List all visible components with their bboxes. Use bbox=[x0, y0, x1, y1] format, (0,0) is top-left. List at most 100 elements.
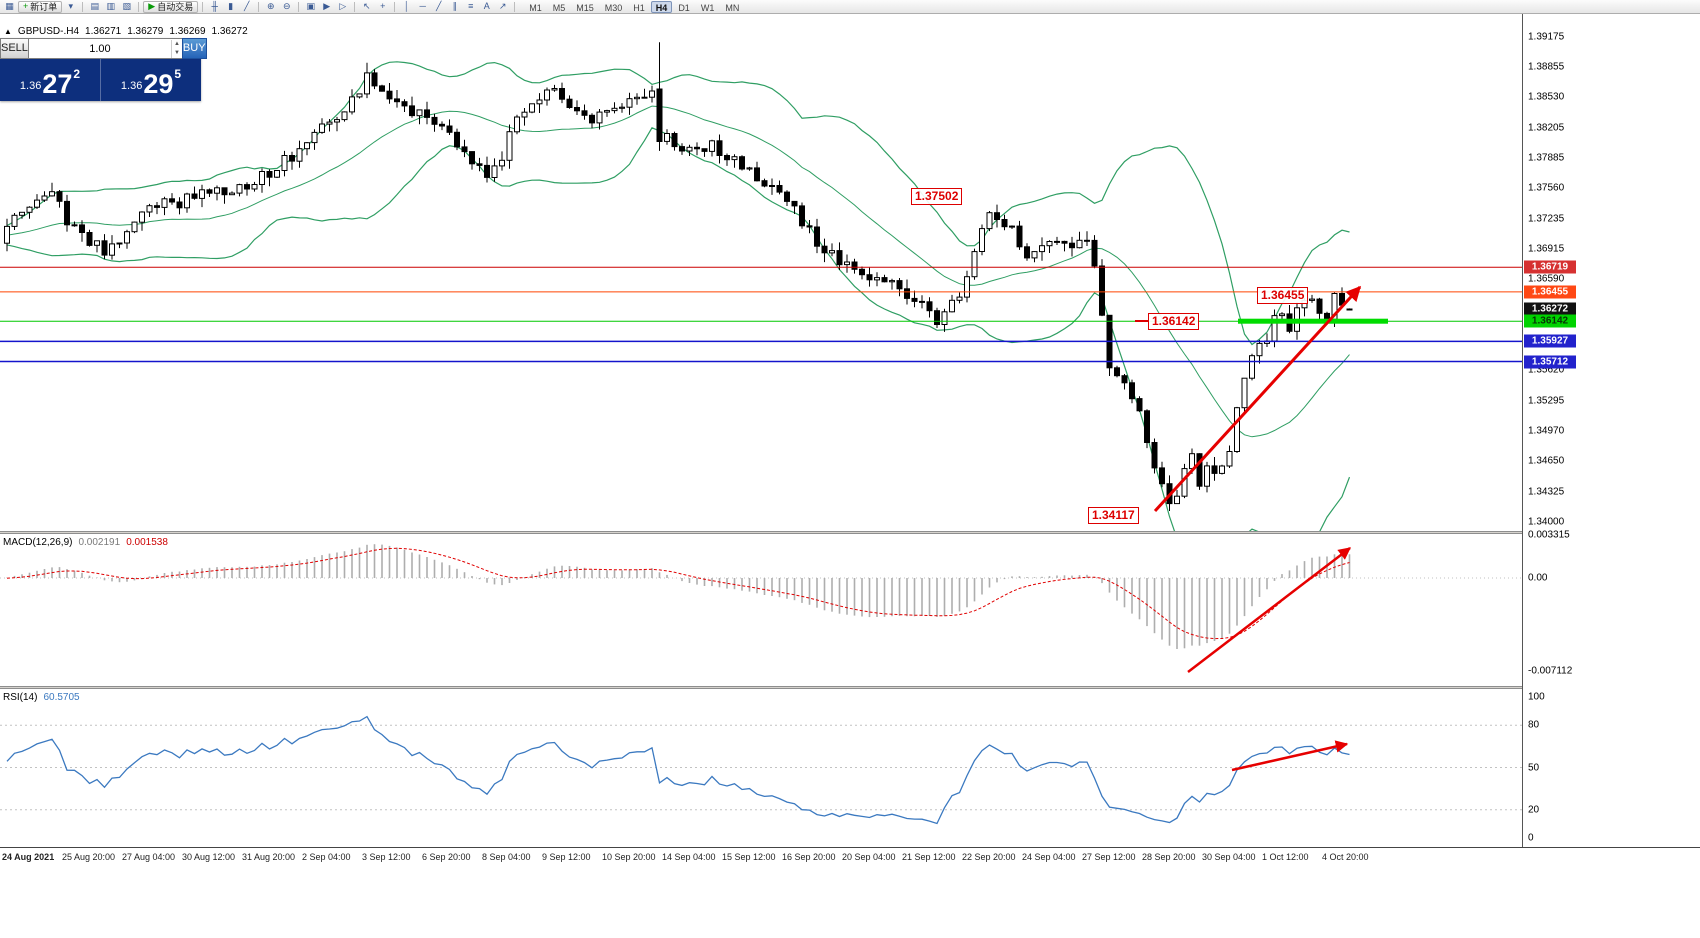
market-watch-icon-glyph: ▤ bbox=[90, 1, 100, 11]
volume-step-up-icon[interactable]: ▲ bbox=[173, 40, 180, 47]
panel-separator[interactable] bbox=[0, 531, 1700, 534]
candlestick-type-icon[interactable]: ▮ bbox=[223, 1, 238, 13]
time-axis-label: 2 Sep 04:00 bbox=[302, 852, 351, 862]
data-window-icon[interactable]: ▥ bbox=[103, 1, 118, 13]
tile-windows-icon[interactable]: ▣ bbox=[303, 1, 318, 13]
sell-price-display[interactable]: 1.36 27 2 bbox=[0, 59, 101, 101]
sell-price-pip: 2 bbox=[73, 67, 81, 81]
macd-scale-label: 0.003315 bbox=[1528, 529, 1570, 541]
rsi-panel[interactable]: RSI(14) 60.5705 bbox=[0, 689, 1523, 847]
data-window-icon-glyph: ▥ bbox=[106, 1, 116, 11]
macd-chart[interactable] bbox=[0, 534, 1523, 686]
horizontal-line-icon[interactable]: ─ bbox=[415, 1, 430, 13]
price-callout[interactable]: 1.36455 bbox=[1257, 287, 1309, 304]
trade-price-display: 1.36 27 2 1.36 29 5 bbox=[0, 59, 201, 101]
rsi-scale-label: 50 bbox=[1528, 762, 1540, 773]
time-axis-label: 31 Aug 20:00 bbox=[242, 852, 296, 862]
timeframe-d1[interactable]: D1 bbox=[678, 2, 690, 13]
macd-panel[interactable]: MACD(12,26,9) 0.002191 0.001538 bbox=[0, 534, 1523, 686]
price-callout[interactable]: 1.36142 bbox=[1148, 313, 1200, 330]
volume-stepper[interactable]: ▲ ▼ bbox=[170, 39, 182, 58]
rsi-scale-label: 80 bbox=[1528, 719, 1540, 731]
time-axis-label: 24 Aug 2021 bbox=[2, 852, 55, 862]
line-chart-type-icon-glyph: ╱ bbox=[244, 1, 250, 11]
buy-button[interactable]: BUY bbox=[181, 38, 207, 59]
chart-shift-icon[interactable]: ▷ bbox=[335, 1, 350, 13]
text-label-icon[interactable]: A bbox=[479, 1, 494, 13]
macd-scale-label: -0.007112 bbox=[1528, 665, 1573, 676]
timeframe-h1[interactable]: H1 bbox=[633, 2, 645, 13]
symbol-period-label: GBPUSD-.H4 bbox=[17, 26, 80, 37]
bar-chart-type-icon[interactable]: ╫ bbox=[207, 1, 222, 13]
sell-button[interactable]: SELL bbox=[0, 38, 29, 59]
timeframe-h4[interactable]: H4 bbox=[650, 0, 673, 13]
timeframe-m1[interactable]: M1 bbox=[529, 2, 542, 13]
timeframe-m15[interactable]: M15 bbox=[576, 2, 594, 13]
price-callout[interactable]: 1.37502 bbox=[911, 188, 963, 205]
price-callout[interactable]: 1.34117 bbox=[1088, 507, 1139, 524]
price-level-tag: 1.36455 bbox=[1524, 285, 1576, 299]
volume-step-down-icon[interactable]: ▼ bbox=[173, 49, 180, 56]
timeframe-mn[interactable]: MN bbox=[725, 2, 740, 13]
rsi-scale-label: 20 bbox=[1528, 804, 1540, 816]
volume-input[interactable] bbox=[28, 39, 171, 58]
buy-price-display[interactable]: 1.36 29 5 bbox=[101, 59, 201, 101]
toolbar-separator bbox=[514, 1, 516, 12]
time-axis-label: 9 Sep 12:00 bbox=[542, 852, 591, 862]
toolbar-separator bbox=[138, 1, 140, 12]
trend-arrow[interactable] bbox=[1153, 285, 1362, 513]
tile-windows-icon-glyph: ▣ bbox=[306, 1, 315, 11]
macd-value-main: 0.002191 bbox=[78, 537, 121, 548]
timeframe-m30[interactable]: M30 bbox=[604, 2, 623, 13]
crosshair-icon-glyph: + bbox=[380, 1, 386, 11]
vertical-line-icon[interactable]: │ bbox=[399, 1, 414, 13]
trend-arrow[interactable] bbox=[1231, 740, 1349, 772]
chart-panel[interactable]: ▲ GBPUSD-.H4 1.36271 1.36279 1.36269 1.3… bbox=[0, 14, 1523, 531]
price-scale-label: 1.35295 bbox=[1528, 395, 1565, 407]
time-axis-label: 6 Sep 20:00 bbox=[422, 852, 471, 862]
equidistant-channel-icon[interactable]: ∥ bbox=[447, 1, 462, 13]
time-axis-label: 27 Aug 04:00 bbox=[122, 852, 176, 862]
buy-price-pip: 5 bbox=[174, 67, 182, 81]
rsi-value: 60.5705 bbox=[43, 692, 80, 703]
fibonacci-icon[interactable]: ≡ bbox=[463, 1, 478, 13]
new-order-button-glyph: + bbox=[23, 1, 29, 11]
line-chart-type-icon[interactable]: ╱ bbox=[239, 1, 254, 13]
rsi-chart[interactable] bbox=[0, 689, 1523, 847]
cursor-icon[interactable]: ↖ bbox=[359, 1, 374, 13]
panel-separator[interactable] bbox=[0, 686, 1700, 689]
toolbar-separator bbox=[258, 1, 260, 12]
time-axis[interactable]: 24 Aug 2021 25 Aug 20:00 27 Aug 04:00 30 Au… bbox=[0, 847, 1700, 866]
main-price-chart[interactable] bbox=[0, 14, 1523, 531]
chart-dropdown-icon[interactable]: ▾ bbox=[63, 1, 78, 13]
time-axis-label: 30 Sep 04:00 bbox=[1202, 852, 1256, 862]
navigator-icon[interactable]: ▧ bbox=[119, 1, 134, 13]
toolbar-separator bbox=[354, 1, 356, 12]
chart-shift-icon-glyph: ▷ bbox=[339, 1, 347, 11]
time-axis-label: 15 Sep 12:00 bbox=[722, 852, 776, 862]
timeframe-w1[interactable]: W1 bbox=[700, 2, 715, 13]
auto-scroll-icon[interactable]: ▶ bbox=[319, 1, 334, 13]
zoom-out-icon[interactable]: ⊖ bbox=[279, 1, 294, 13]
zoom-in-icon[interactable]: ⊕ bbox=[263, 1, 278, 13]
price-scale-label: 1.38855 bbox=[1528, 61, 1565, 73]
market-watch-icon[interactable]: ▤ bbox=[87, 1, 102, 13]
macd-signal-line bbox=[6, 547, 1350, 640]
green-highlight-band bbox=[1238, 318, 1388, 324]
time-axis-label: 21 Sep 12:00 bbox=[902, 852, 956, 862]
macd-label: MACD(12,26,9) 0.002191 0.001538 bbox=[3, 537, 168, 548]
rsi-label: RSI(14) 60.5705 bbox=[3, 692, 80, 703]
price-scale[interactable]: 1.39175 1.38855 1.38530 1.38205 1.37885 1.375… bbox=[1523, 14, 1700, 847]
trendline-icon[interactable]: ╱ bbox=[431, 1, 446, 13]
new-chart-icon[interactable]: ▦ bbox=[2, 1, 17, 13]
auto-trading-button[interactable]: ▶ 自动交易 bbox=[143, 0, 199, 13]
price-scale-label: 1.34970 bbox=[1528, 425, 1565, 437]
new-order-button[interactable]: + 新订单 bbox=[18, 0, 63, 13]
horizontal-level-lines[interactable] bbox=[0, 266, 1523, 363]
time-axis-label: 4 Oct 20:00 bbox=[1322, 852, 1369, 862]
crosshair-icon[interactable]: + bbox=[375, 1, 390, 13]
trend-arrow[interactable] bbox=[1187, 547, 1351, 673]
arrows-tool-icon[interactable]: ↗ bbox=[495, 1, 510, 13]
timeframe-m5[interactable]: M5 bbox=[552, 2, 566, 13]
candlesticks bbox=[4, 42, 1353, 511]
